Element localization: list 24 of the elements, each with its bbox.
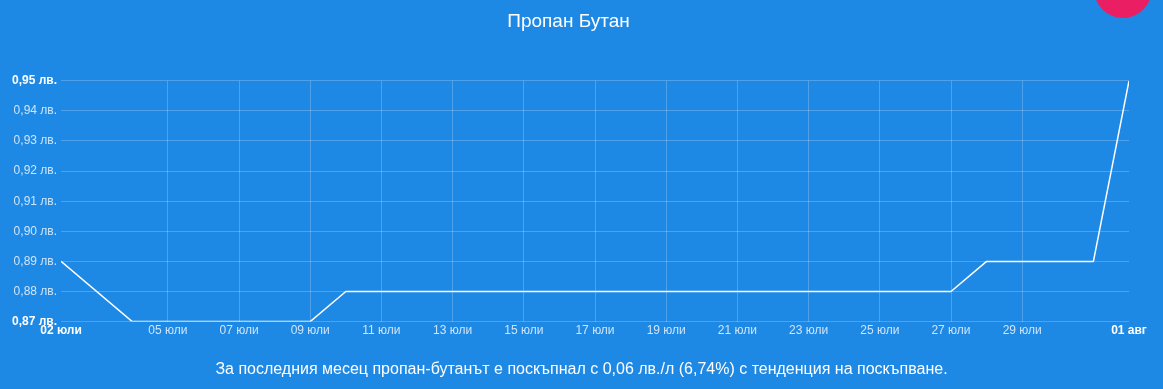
x-tick-label: 15 юли [504,323,544,338]
x-tick-label: 01 авг [1111,323,1147,338]
x-tick-label: 19 юли [646,323,686,338]
y-tick-label: 0,95 лв. [11,73,58,88]
x-tick-label: 11 юли [362,323,401,338]
y-tick-label: 0,89 лв. [13,253,58,268]
x-tick-label: 09 юли [290,323,330,338]
y-tick-label: 0,93 лв. [13,133,58,148]
y-tick-label: 0,88 лв. [13,283,58,298]
y-tick-label: 0,94 лв. [13,103,58,118]
x-tick-label: 17 юли [575,323,615,338]
x-tick-label: 29 юли [1002,323,1042,338]
y-tick-label: 0,92 лв. [13,163,58,178]
x-tick-label: 21 юли [717,323,757,338]
x-tick-label: 27 юли [931,323,971,338]
x-tick-label: 23 юли [789,323,829,338]
y-tick-label: 0,90 лв. [13,223,58,238]
x-tick-label: 25 юли [860,323,900,338]
x-tick-label: 13 юли [433,323,473,338]
chart-title: Пропан Бутан [507,9,630,31]
text: За последния месец пропан-бутанът е поскъпнал с 0,06 лв./л (6,74%) с тенденция на поскъпване. [214,360,949,378]
y-tick-label: 0,91 лв. [13,193,58,208]
x-tick-label: 05 юли [148,323,188,338]
x-tick-label: 07 юли [219,323,259,338]
